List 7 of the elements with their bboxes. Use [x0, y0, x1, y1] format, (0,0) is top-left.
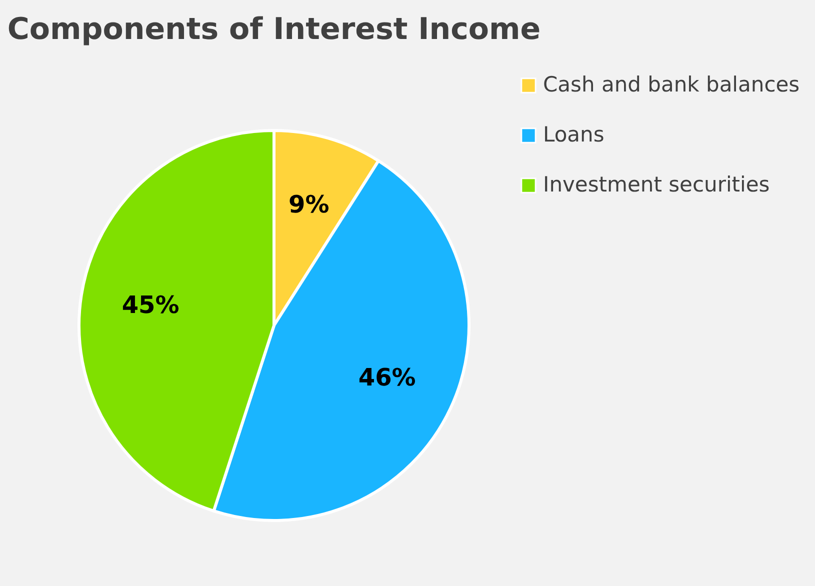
- chart-title: Components of Interest Income: [7, 12, 541, 47]
- data-label: 9%: [288, 190, 330, 218]
- legend-label: Loans: [543, 122, 604, 146]
- data-label: 46%: [358, 364, 416, 392]
- data-label: 45%: [122, 290, 180, 319]
- legend-label: Investment securities: [543, 172, 770, 196]
- legend-label: Cash and bank balances: [543, 72, 800, 96]
